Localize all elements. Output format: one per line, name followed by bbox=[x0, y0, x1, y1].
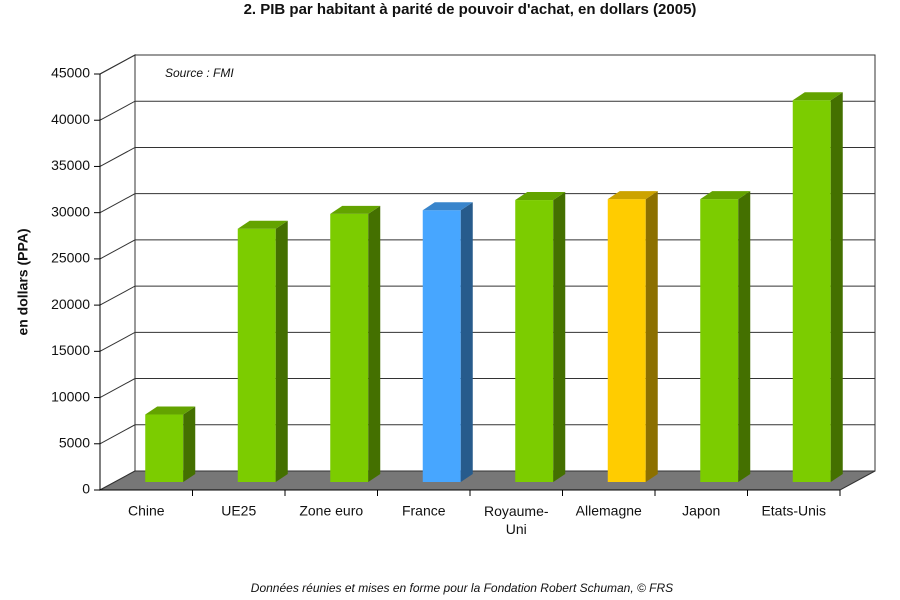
bar-top bbox=[792, 92, 843, 101]
bar-side bbox=[275, 220, 288, 483]
bar-side bbox=[645, 191, 658, 482]
y-tick-label: 45000 bbox=[51, 65, 90, 81]
grid-line bbox=[99, 54, 875, 75]
y-tick-label: 30000 bbox=[51, 203, 90, 219]
chart-title: 2. PIB par habitant à parité de pouvoir … bbox=[244, 1, 697, 18]
bar-top bbox=[422, 202, 473, 211]
bar-side bbox=[830, 92, 843, 483]
side-wall bbox=[99, 54, 136, 491]
y-tick-label: 20000 bbox=[51, 296, 90, 312]
bar-top bbox=[330, 205, 381, 214]
bar-top bbox=[700, 191, 751, 200]
bar-top bbox=[237, 220, 288, 229]
x-tick-label: Allemagne bbox=[576, 503, 642, 519]
bar-front bbox=[237, 228, 276, 482]
bar bbox=[330, 205, 381, 482]
bar-front bbox=[700, 199, 739, 482]
x-tick-label: France bbox=[402, 503, 446, 519]
bar-front bbox=[330, 213, 369, 482]
bar-front bbox=[792, 100, 831, 483]
bar-front bbox=[607, 199, 646, 482]
x-tick-label: Etats-Unis bbox=[761, 503, 826, 519]
bar-side bbox=[460, 202, 473, 483]
bar bbox=[422, 202, 473, 483]
bar-side bbox=[553, 192, 566, 483]
bar-front bbox=[515, 200, 554, 483]
x-tick-label: Chine bbox=[128, 503, 165, 519]
x-tick-label: Japon bbox=[682, 503, 720, 519]
y-tick-label: 10000 bbox=[51, 388, 90, 404]
grid-line bbox=[99, 100, 875, 121]
bar-side bbox=[368, 205, 381, 482]
y-axis-label: en dollars (PPA) bbox=[15, 228, 31, 335]
bar bbox=[237, 220, 288, 483]
bar-top bbox=[607, 191, 658, 200]
x-tick-label: Royaume-Uni bbox=[484, 503, 549, 537]
footer: Données réunies et mises en forme pour l… bbox=[251, 581, 673, 595]
floor bbox=[99, 470, 876, 491]
bar-front bbox=[422, 210, 461, 483]
bar-front bbox=[145, 414, 184, 482]
y-tick-label: 25000 bbox=[51, 250, 90, 266]
bar-top bbox=[145, 406, 196, 415]
bar bbox=[700, 191, 751, 482]
bar-side bbox=[738, 191, 751, 482]
bar bbox=[607, 191, 658, 482]
y-tick-label: 40000 bbox=[51, 111, 90, 127]
bar bbox=[515, 192, 566, 483]
y-tick-label: 35000 bbox=[51, 157, 90, 173]
bar-side bbox=[183, 406, 196, 482]
y-tick-label: 15000 bbox=[51, 342, 90, 358]
x-tick-label: UE25 bbox=[221, 503, 256, 519]
grid-line bbox=[99, 146, 875, 167]
y-tick-label: 0 bbox=[82, 481, 90, 497]
y-tick-label: 5000 bbox=[59, 434, 90, 450]
bar bbox=[792, 92, 843, 483]
annotation: Source : FMI bbox=[165, 66, 234, 80]
bar-top bbox=[515, 192, 566, 201]
x-tick-label: Zone euro bbox=[299, 503, 363, 519]
bar bbox=[145, 406, 196, 482]
